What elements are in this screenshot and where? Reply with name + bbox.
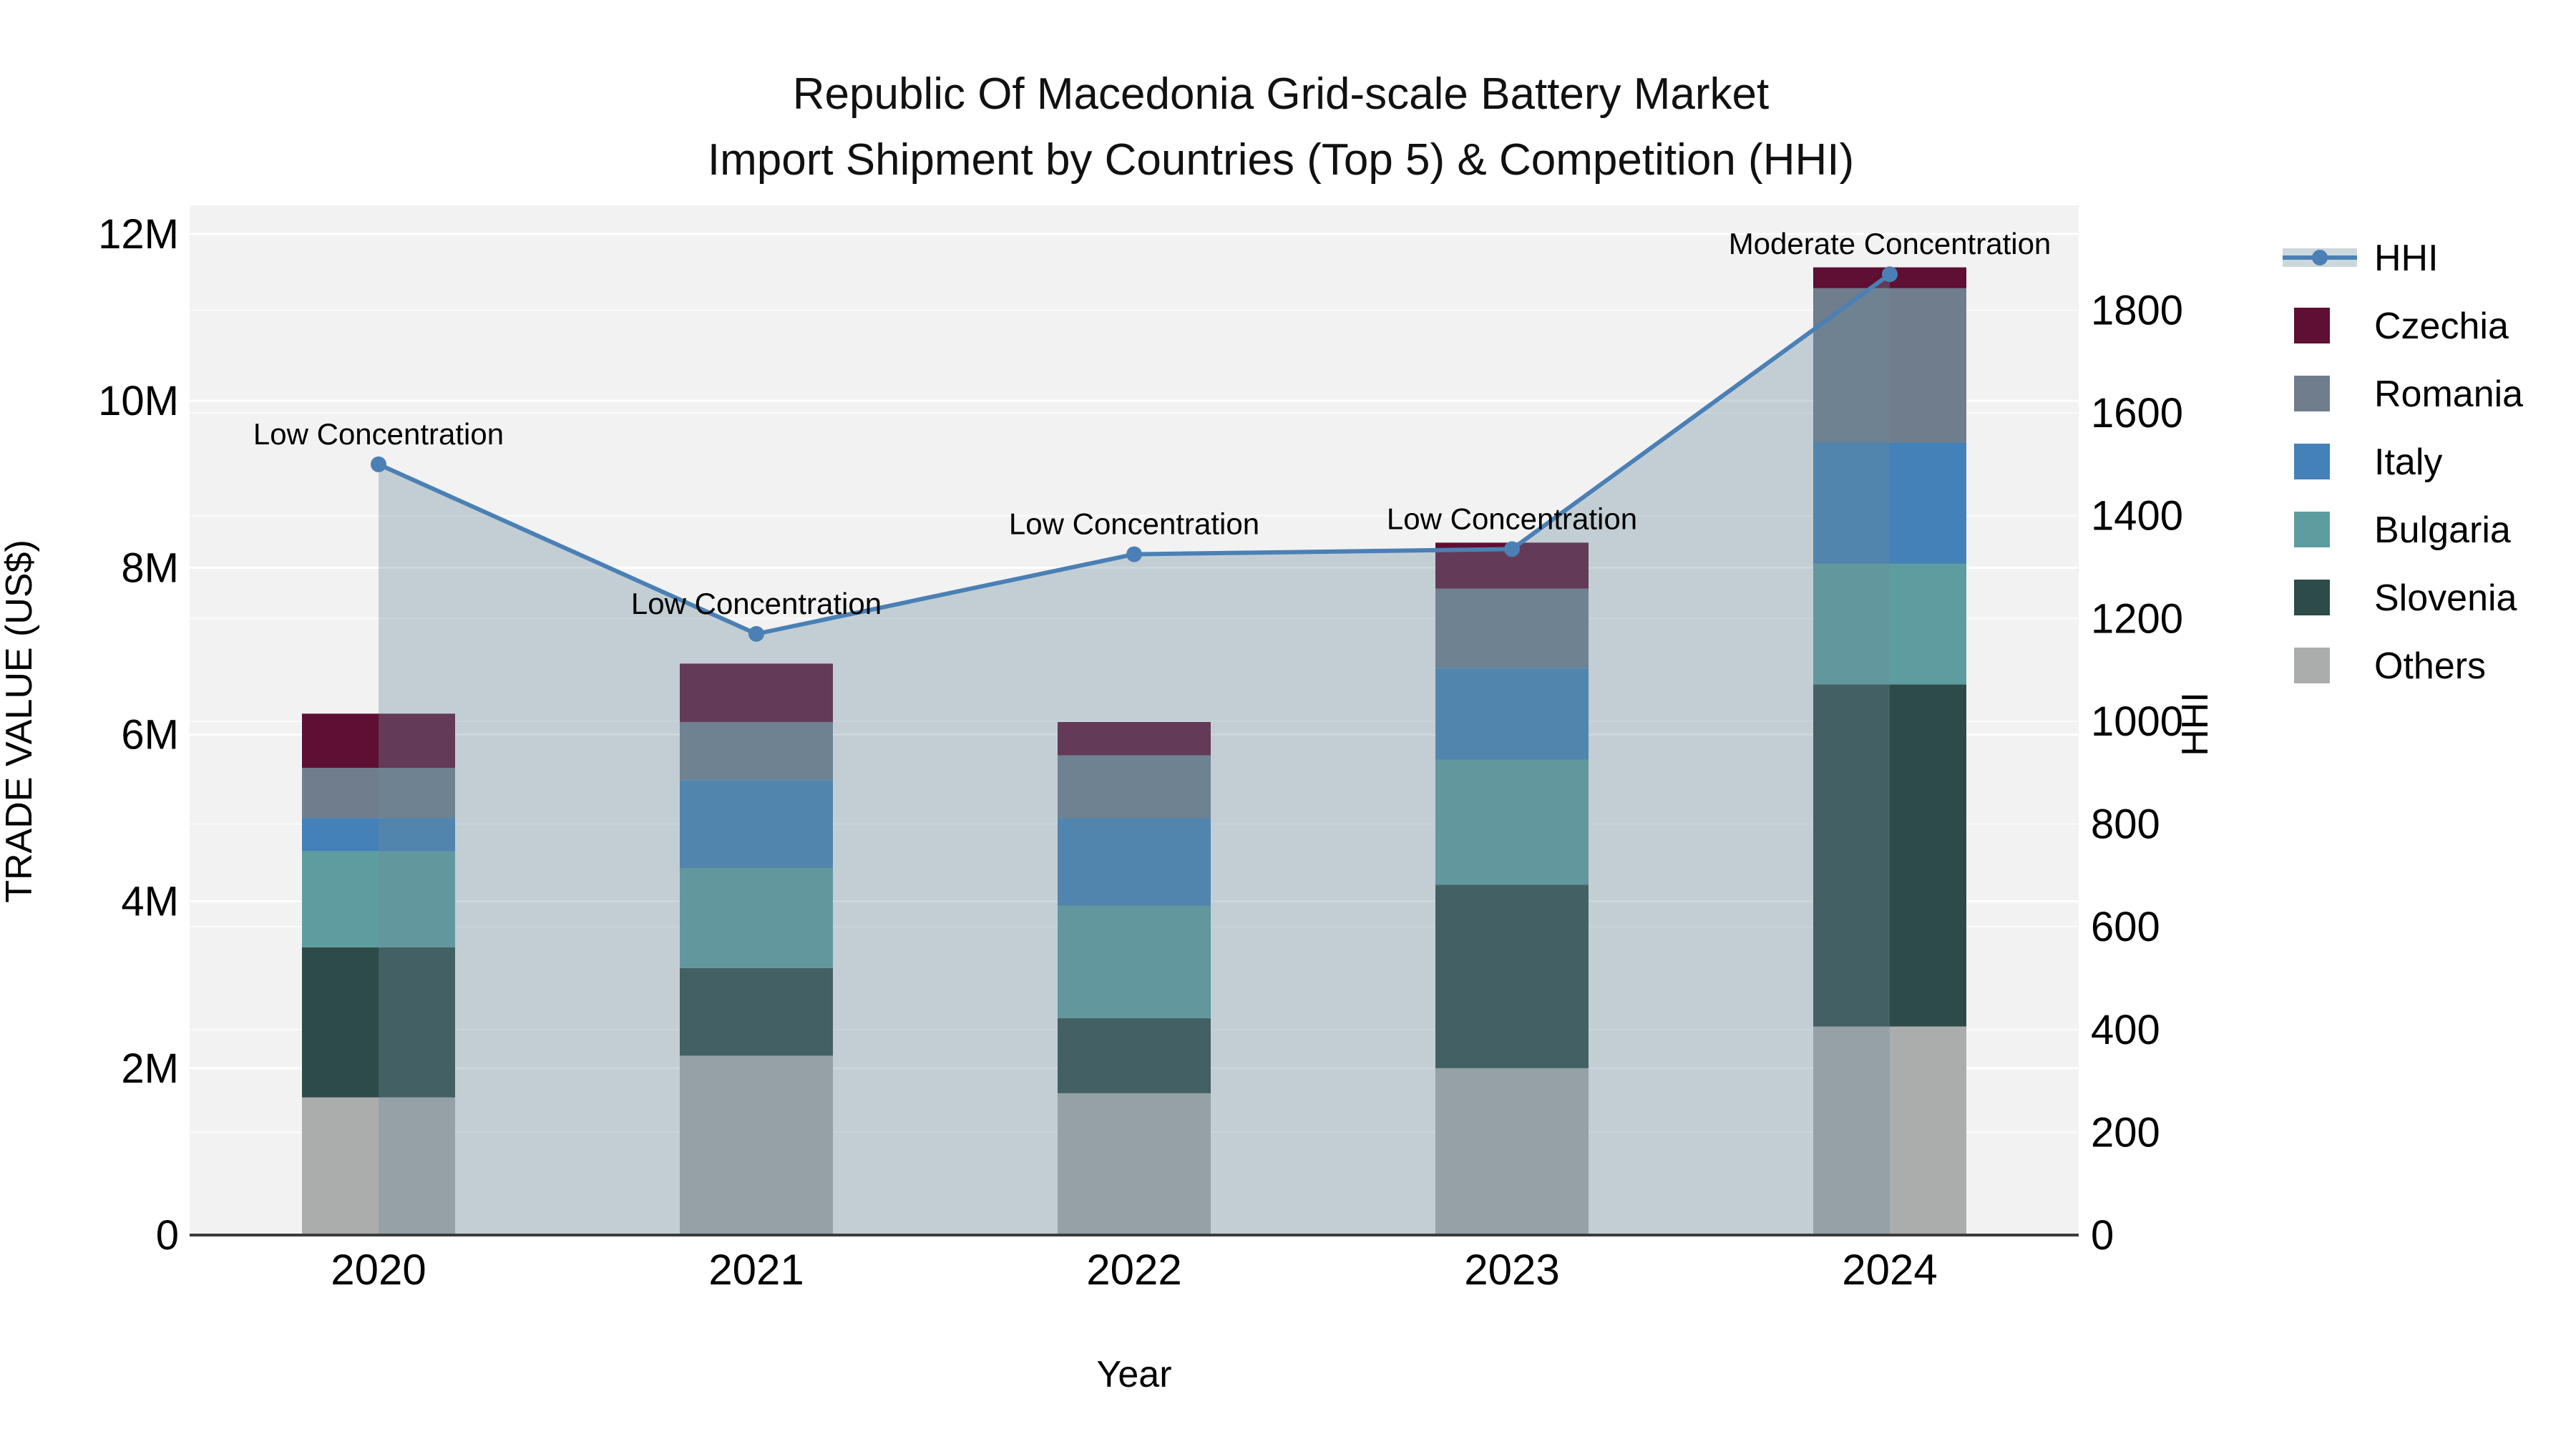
x-tick-2020: 2020 [331, 1246, 426, 1294]
legend-label-hhi: HHI [2374, 238, 2439, 279]
right-tick-0: 0 [2091, 1212, 2114, 1259]
legend-swatch-czechia [2294, 308, 2330, 343]
legend-item-bulgaria: Bulgaria [2294, 509, 2511, 551]
legend-swatch-romania [2294, 376, 2330, 411]
bar-segment-others-2021 [680, 1055, 833, 1235]
left-tick-2M: 2M [121, 1045, 179, 1092]
right-tick-400: 400 [2091, 1007, 2160, 1053]
legend-swatch-slovenia [2294, 580, 2330, 615]
bar-segment-slovenia-2021 [680, 967, 833, 1056]
bar-segment-italy-2023 [1435, 668, 1589, 760]
legend-swatch-bulgaria [2294, 512, 2330, 547]
bar-segment-others-2022 [1058, 1093, 1211, 1235]
bar-segment-bulgaria-2021 [680, 868, 833, 968]
bar-segment-others-2024 [1813, 1026, 1966, 1235]
hhi-area-fill [379, 274, 1890, 1236]
bar-segment-italy-2021 [680, 780, 833, 869]
legend-swatch-italy [2294, 444, 2330, 479]
bar-segment-romania-2023 [1435, 588, 1589, 668]
legend-label-slovenia: Slovenia [2374, 577, 2517, 619]
x-tick-2022: 2022 [1086, 1246, 1181, 1294]
hhi-annotation-2022: Low Concentration [1009, 507, 1259, 541]
bar-segment-italy-2020 [302, 818, 455, 852]
bar-segment-bulgaria-2024 [1813, 563, 1966, 685]
right-tick-1600: 1600 [2091, 390, 2183, 436]
right-tick-1200: 1200 [2091, 595, 2183, 642]
left-tick-12M: 12M [98, 211, 179, 258]
x-axis-label: Year [1096, 1354, 1171, 1395]
hhi-annotation-2021: Low Concentration [631, 587, 882, 620]
bar-segment-italy-2022 [1058, 818, 1211, 906]
right-tick-600: 600 [2091, 904, 2160, 950]
bar-segment-slovenia-2020 [302, 947, 455, 1098]
bar-segment-others-2023 [1435, 1068, 1589, 1235]
y-axis-label-left: TRADE VALUE (US$) [0, 540, 40, 903]
bar-segment-slovenia-2023 [1435, 884, 1589, 1068]
hhi-marker-2024 [1882, 266, 1898, 283]
bar-segment-czechia-2020 [302, 713, 455, 769]
plot-area: Low Concentration Low Concentration Low Co… [98, 205, 2183, 1294]
left-tick-0: 0 [156, 1212, 179, 1259]
y-axis-label-right: HHI [2175, 692, 2216, 756]
bar-segment-others-2020 [302, 1097, 455, 1235]
legend-label-others: Others [2374, 645, 2486, 687]
x-tick-2024: 2024 [1842, 1246, 1937, 1294]
x-tick-2023: 2023 [1464, 1246, 1559, 1294]
bar-segment-czechia-2021 [680, 663, 833, 723]
legend: HHI Czechia Romania Italy Bulgaria Slovenia Ot… [2283, 238, 2523, 687]
hhi-marker-2022 [1126, 546, 1142, 562]
bar-segment-slovenia-2024 [1813, 684, 1966, 1027]
hhi-annotation-2023: Low Concentration [1387, 502, 1637, 535]
chart-title-line2: Import Shipment by Countries (Top 5) & C… [708, 135, 1854, 185]
bar-segment-slovenia-2022 [1058, 1018, 1211, 1093]
hhi-marker-2021 [748, 625, 764, 642]
left-tick-8M: 8M [121, 545, 179, 591]
legend-swatch-others [2294, 648, 2330, 683]
hhi-marker-2020 [371, 456, 386, 472]
bar-stack-2021 [680, 663, 833, 1235]
bar-segment-czechia-2022 [1058, 722, 1211, 756]
bar-segment-italy-2024 [1813, 442, 1966, 564]
legend-item-hhi: HHI [2283, 238, 2439, 279]
left-tick-6M: 6M [121, 712, 179, 758]
bar-stack-2020 [302, 713, 455, 1235]
legend-label-bulgaria: Bulgaria [2374, 509, 2511, 551]
legend-label-czechia: Czechia [2374, 306, 2509, 347]
bar-segment-bulgaria-2023 [1435, 759, 1589, 885]
right-tick-1000: 1000 [2091, 698, 2183, 745]
bar-stack-2023 [1435, 542, 1589, 1235]
right-tick-800: 800 [2091, 801, 2160, 848]
hhi-annotation-2020: Low Concentration [253, 417, 504, 451]
hhi-marker-2023 [1504, 541, 1520, 557]
chart-title-line1: Republic Of Macedonia Grid-scale Battery… [793, 69, 1770, 119]
bar-segment-romania-2022 [1058, 755, 1211, 819]
legend-item-romania: Romania [2294, 374, 2523, 415]
legend-item-others: Others [2294, 645, 2486, 687]
legend-item-italy: Italy [2294, 441, 2442, 483]
legend-hhi-marker-swatch [2312, 250, 2328, 265]
bar-segment-romania-2020 [302, 768, 455, 819]
left-tick-4M: 4M [121, 879, 179, 925]
legend-label-romania: Romania [2374, 374, 2523, 415]
left-tick-10M: 10M [98, 378, 179, 424]
legend-label-italy: Italy [2374, 441, 2442, 483]
right-tick-200: 200 [2091, 1109, 2160, 1156]
hhi-annotation-2024: Moderate Concentration [1729, 227, 2051, 260]
bar-stack-2022 [1058, 722, 1211, 1235]
legend-item-slovenia: Slovenia [2294, 577, 2517, 619]
legend-item-czechia: Czechia [2294, 306, 2509, 347]
right-tick-1400: 1400 [2091, 493, 2183, 540]
bar-segment-bulgaria-2020 [302, 851, 455, 947]
bar-segment-bulgaria-2022 [1058, 905, 1211, 1018]
bar-segment-romania-2021 [680, 722, 833, 781]
x-tick-2021: 2021 [708, 1246, 804, 1294]
bar-stack-2024 [1813, 267, 1966, 1235]
right-tick-1800: 1800 [2091, 288, 2183, 334]
